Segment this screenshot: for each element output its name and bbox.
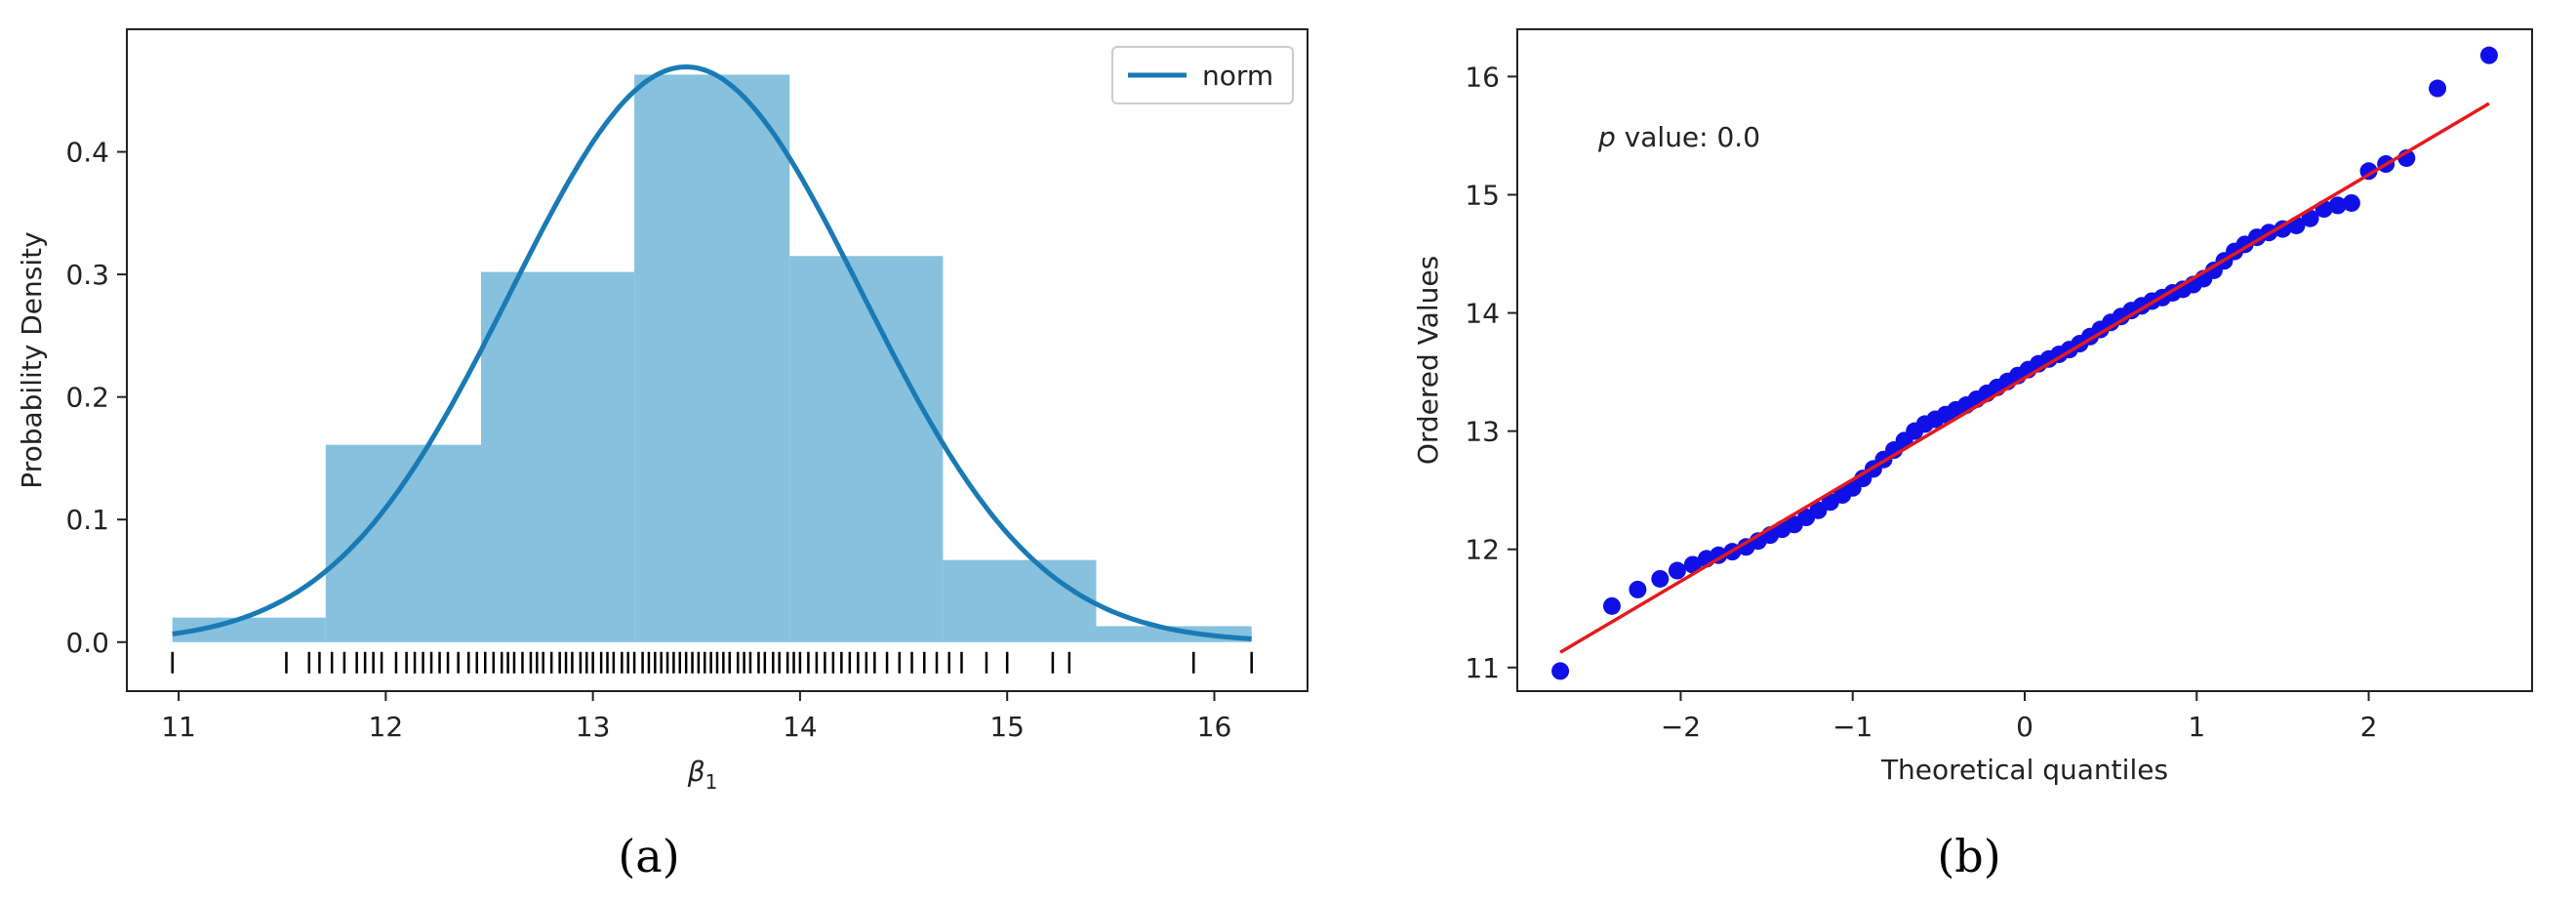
x-tick-label: 13 [576,711,611,743]
rug-marks [171,651,1253,674]
qq-point [1551,662,1570,680]
x-axis-ticks: 11 12 13 14 15 16 [161,691,1231,743]
y-axis-label: Probability Density [16,231,48,488]
y-axis-label: Ordered Values [1412,256,1444,465]
p-value-annotation: p value: 0.0 [1597,121,1760,153]
normal-pdf-curve-group [172,63,1252,641]
y-axis-ticks: 11 12 13 14 15 16 [1465,61,1517,684]
x-tick-label: −1 [1832,711,1872,743]
x-tick-label: 12 [369,711,404,743]
legend-label-norm: norm [1202,60,1273,92]
y-tick-label: 0.4 [65,137,109,169]
panel-a-histogram-chart: 11 12 13 14 15 16 0.0 0.1 0.2 0.3 0.4 norm β1 Pro… [16,28,1308,882]
plot-frame [126,28,1308,692]
legend: norm [1111,46,1294,104]
fit-line-group [1559,102,2490,654]
qq-point [1651,569,1670,588]
x-tick-label: 0 [2016,711,2033,743]
x-tick-label: 15 [989,711,1025,743]
histogram-bars [172,74,1252,642]
histogram-bar [481,271,635,642]
qq-point [2479,46,2498,64]
x-tick-label: −2 [1661,711,1701,743]
y-tick-label: 0.1 [65,504,109,536]
qq-point [2328,196,2347,215]
histogram-bar [789,256,944,642]
x-tick-label: 1 [2188,711,2205,743]
y-axis-ticks: 0.0 0.1 0.2 0.3 0.4 [65,137,127,659]
histogram-bar [943,559,1097,642]
qq-point [1602,596,1621,615]
legend-box [1111,46,1294,104]
y-tick-label: 14 [1465,298,1500,330]
x-tick-label: 11 [161,711,196,743]
x-axis-ticks: −2 −1 0 1 2 [1661,691,2378,743]
y-tick-label: 16 [1465,61,1500,93]
panel-label-b: (b) [1937,830,2000,882]
fit-line [1559,102,2490,654]
qq-point [1629,580,1647,598]
x-tick-label: 14 [783,711,818,743]
x-tick-label: 16 [1197,711,1232,743]
y-tick-label: 12 [1465,534,1500,566]
qq-point [1668,561,1686,580]
x-tick-label: 2 [2360,711,2378,743]
histogram-bar [634,74,790,642]
panel-label-a: (a) [618,830,679,882]
normal-pdf-curve [172,63,1252,641]
qq-point [2342,193,2360,212]
qq-point [1683,555,1702,574]
y-tick-label: 13 [1465,416,1500,448]
qq-point [2301,209,2319,227]
y-tick-label: 0.3 [65,259,109,291]
y-tick-label: 11 [1465,652,1500,684]
y-tick-label: 15 [1465,180,1500,212]
histogram-bar [1096,626,1252,642]
y-tick-label: 0.2 [65,382,109,414]
qq-point [2429,79,2447,98]
x-axis-label: β1 [687,756,718,794]
x-axis-label: Theoretical quantiles [1880,754,2168,786]
histogram-bar [325,444,481,642]
y-tick-label: 0.0 [65,627,109,659]
